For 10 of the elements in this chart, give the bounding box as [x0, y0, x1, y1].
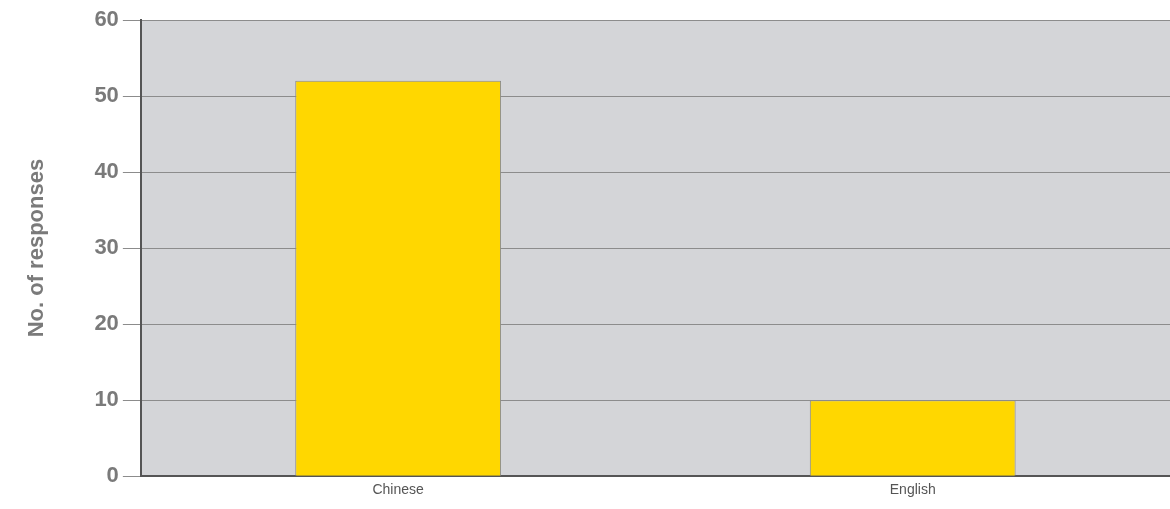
y-tick-label: 40 — [94, 158, 119, 184]
x-tick-label: English — [889, 481, 936, 498]
y-tick-label: 0 — [106, 462, 119, 488]
x-tick-label: Chinese — [372, 481, 425, 498]
y-axis-title: No. of responses — [23, 158, 49, 338]
y-tick-label: 30 — [94, 234, 119, 260]
y-tick-label: 60 — [94, 6, 119, 32]
y-tick-label: 20 — [94, 310, 119, 336]
y-tick-label: 50 — [94, 82, 119, 108]
y-tick-label: 10 — [94, 386, 119, 412]
